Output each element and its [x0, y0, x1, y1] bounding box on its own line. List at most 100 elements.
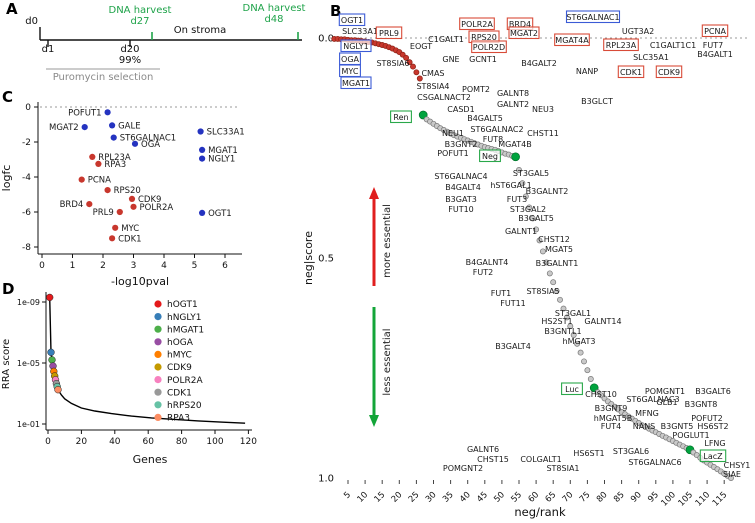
- x-tick-label: 80: [595, 490, 610, 505]
- c-points: POFUT1 MGAT2 GALE ST6GALNAC1 SLC33A1 OGA MGAT1…: [49, 108, 245, 244]
- gene-label: POMGNT1: [645, 387, 685, 396]
- gene-label: Neg: [482, 152, 498, 161]
- gene-label-box: [338, 13, 366, 27]
- gene-label-box: [699, 449, 727, 463]
- y-axis-label: neg|score: [302, 231, 315, 285]
- y-tick-label: -8: [22, 243, 31, 253]
- x-tick-label: 120: [240, 437, 257, 447]
- gene-label: B3GALT6: [695, 387, 731, 396]
- gene-label: C1GALT1: [428, 35, 464, 44]
- gene-label: GALNT1: [505, 227, 537, 236]
- legend-dot: [154, 413, 162, 421]
- gene-label: BRD4: [509, 20, 531, 29]
- x-tick-label: 60: [142, 437, 154, 447]
- data-point: [516, 167, 522, 173]
- gene-label: MYC: [342, 67, 359, 76]
- gene-label: Ren: [393, 113, 408, 122]
- data-point: [533, 226, 540, 233]
- gene-label: HS2ST1: [541, 317, 572, 326]
- gene-label: ST8SIA1: [546, 464, 579, 473]
- gene-label: NGLY1: [208, 155, 235, 165]
- d-gene-markers: [46, 293, 62, 394]
- data-point: [526, 204, 533, 211]
- harvest1-day: d27: [130, 16, 149, 27]
- gene-label: RPL23A: [98, 153, 131, 163]
- x-tick-label: 115: [711, 490, 730, 509]
- gene-label: OGT1: [341, 16, 363, 25]
- data-point: [519, 180, 526, 187]
- gene-label: MGAT2: [49, 123, 79, 133]
- gene-label: ST8SIA6: [376, 59, 409, 68]
- gene-label: CHSY1: [724, 461, 751, 470]
- legend-label: hNGLY1: [167, 313, 201, 323]
- data-point: [109, 235, 116, 242]
- gene-label: ST6GALNAC2: [470, 125, 523, 134]
- gene-label: GALNT2: [497, 100, 529, 109]
- gene-label: ST6GALNAC1: [120, 134, 177, 144]
- gene-label: Luc: [565, 385, 579, 394]
- gene-label-box: [561, 382, 583, 396]
- gene-label: OGA: [141, 140, 160, 150]
- x-tick-label: 0: [45, 437, 51, 447]
- gene-label-box: [617, 65, 645, 79]
- gene-label: PRL9: [93, 208, 114, 218]
- gene-marker: [47, 348, 55, 356]
- harvest1-label: DNA harvest: [109, 5, 172, 16]
- data-point: [413, 69, 420, 76]
- gene-label: GALNT6: [467, 445, 499, 454]
- gene-label: CDK1: [118, 234, 141, 244]
- x-tick-label: 85: [612, 490, 627, 505]
- x-tick-label: 4: [161, 261, 167, 271]
- data-point: [403, 54, 410, 61]
- gene-label: B4GALT4: [445, 183, 481, 192]
- gene-label: RPS20: [114, 186, 141, 196]
- essential-annotations: more essential less essential: [369, 187, 393, 427]
- legend-dot: [154, 388, 162, 396]
- gene-label: FUT1: [491, 289, 511, 298]
- gene-label: POFUT1: [68, 108, 102, 118]
- x-tick-label: 35: [441, 490, 456, 505]
- gene-label: ST6GALNAC3: [626, 395, 679, 404]
- d0-label: d0: [25, 16, 38, 27]
- data-point: [529, 215, 536, 222]
- less-essential-arrowhead: [369, 415, 379, 427]
- gene-label: B3GNT2: [445, 140, 478, 149]
- legend-label: hMGAT1: [167, 325, 204, 335]
- data-point: [539, 248, 546, 255]
- gene-label: CDK9: [138, 195, 161, 205]
- gene-label: hST6GAL1: [490, 181, 531, 190]
- data-point: [410, 63, 416, 70]
- gene-label: B3GNT9: [595, 404, 628, 413]
- x-tick-label: 40: [109, 437, 121, 447]
- gene-label: PCNA: [88, 176, 111, 186]
- gene-label: B4GALT2: [521, 59, 557, 68]
- x-axis-label: neg/rank: [514, 505, 566, 519]
- gene-label: MFNG: [635, 409, 659, 418]
- gene-label: ST6GALNAC6: [628, 458, 681, 467]
- data-point: [109, 122, 116, 129]
- gene-label: B3GALT5: [518, 214, 554, 223]
- gene-label: OGT1: [208, 209, 232, 219]
- panel-letter-d: D: [2, 280, 15, 298]
- x-tick-label: 50: [492, 490, 507, 505]
- x-tick-label: 20: [76, 437, 88, 447]
- gene-label: B3GALNT2: [526, 187, 569, 196]
- gene-label: GLB1: [656, 398, 677, 407]
- x-tick-label: 95: [646, 490, 661, 505]
- gene-label: GALNT8: [497, 89, 529, 98]
- data-point: [546, 270, 553, 277]
- gene-label: FUT11: [500, 299, 526, 308]
- data-point: [522, 193, 529, 200]
- legend-label: CDK1: [167, 388, 192, 398]
- gene-label-box: [390, 110, 412, 124]
- gene-label: RPL23A: [606, 41, 637, 50]
- panel-c-volcano-scatter: 0 -2 -4 -6 -8 0 1 2 3 4 5 6 -log10pval logfc POFUT1 MGA…: [0, 102, 245, 288]
- gene-label: POLR2D: [473, 43, 505, 52]
- gene-marker: [46, 293, 54, 302]
- gene-label: NEU1: [442, 129, 464, 138]
- data-point: [567, 323, 574, 330]
- gene-label: B3GNTL1: [544, 327, 581, 336]
- gene-label: GALE: [118, 121, 141, 131]
- data-point: [406, 59, 413, 66]
- gene-label: B4GALT1: [697, 50, 733, 59]
